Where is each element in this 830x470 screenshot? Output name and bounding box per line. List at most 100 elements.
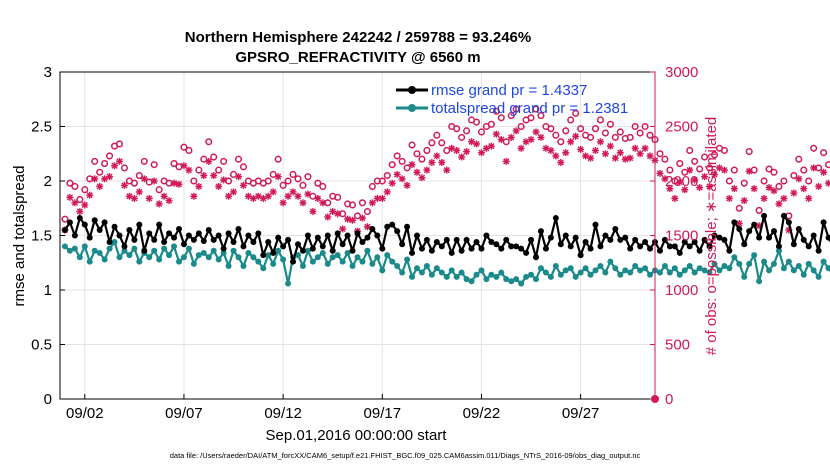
possible-obs-point [438,139,446,147]
possible-obs-point [577,125,585,133]
assimilated-obs-point [81,201,89,209]
series-point [404,256,411,263]
series-point [91,217,98,224]
possible-obs-point [71,182,79,190]
assimilated-obs-point [279,199,287,207]
assimilated-obs-point [517,144,525,152]
assimilated-obs-point [616,149,624,157]
series-point [190,236,197,243]
assimilated-obs-point [492,130,500,138]
series-point [136,258,143,265]
series-point [686,243,693,250]
assimilated-obs-point [269,188,277,196]
assimilated-obs-point [681,186,689,194]
assimilated-obs-point [740,197,748,205]
series-point [468,245,475,252]
series-point [463,236,470,243]
series-point [334,230,341,237]
assimilated-obs-point [512,127,520,135]
possible-obs-point [388,161,396,169]
series-point [771,260,777,267]
assimilated-obs-point [91,175,99,183]
series-point [210,236,217,243]
series-point [151,247,158,254]
series-point [354,230,361,237]
series-point [71,232,78,239]
assimilated-obs-point [641,144,649,152]
series-point [61,243,68,250]
series-point [245,249,252,256]
series-point [790,267,797,274]
possible-obs-point [626,133,634,141]
possible-obs-point [225,177,233,185]
assimilated-obs-point [750,185,758,193]
series-point [399,241,406,248]
y-tick-label: 0.5 [31,337,52,354]
series-point [493,273,500,280]
possible-obs-point [135,172,143,180]
series-point [354,254,361,261]
series-point [493,241,500,248]
series-point [240,243,247,250]
assimilated-obs-point [745,167,753,175]
assimilated-obs-point [453,146,461,154]
series-point [780,265,787,272]
series-point [731,219,738,226]
assimilated-obs-point [403,181,411,189]
series-point [86,234,93,241]
series-point [409,273,416,280]
series-point [280,256,287,263]
assimilated-obs-point [66,193,74,201]
series-point [473,239,480,246]
assimilated-obs-point [428,158,436,166]
possible-obs-point [398,157,406,165]
assimilated-obs-point [557,158,565,166]
assimilated-obs-point [696,184,704,192]
possible-obs-point [458,133,466,141]
series-point [676,271,683,278]
assimilated-obs-point [165,197,173,205]
possible-obs-point [383,172,391,180]
possible-obs-point [319,182,327,190]
series-point [146,254,153,261]
series-point [795,263,802,270]
series-point [161,239,168,246]
assimilated-obs-point [810,164,818,172]
series-point [96,249,103,256]
possible-obs-point [507,112,515,120]
series-point [161,245,168,252]
assimilated-obs-point [363,223,371,231]
assimilated-obs-point [120,181,128,189]
series-point [785,258,792,265]
series-point [557,241,564,248]
series-point [547,273,554,280]
possible-obs-point [591,125,600,133]
series-point [76,254,83,261]
assimilated-obs-point [760,194,768,202]
series-point [592,267,599,274]
series-point [547,234,554,241]
series-point [572,234,579,241]
possible-obs-point [175,163,183,171]
assimilated-obs-point [473,140,480,148]
assimilated-obs-point [507,133,515,141]
assimilated-obs-point [438,158,446,166]
possible-obs-point [428,139,436,147]
series-point [706,269,713,276]
series-point [478,267,485,274]
possible-obs-point [284,177,292,185]
series-point [215,232,222,239]
series-point [156,256,163,263]
series-point [428,271,435,278]
possible-obs-point [780,177,788,185]
series-point [126,252,133,259]
series-point [602,232,609,239]
series-point [622,234,629,241]
series-point [815,273,822,280]
assimilated-obs-point [626,154,634,162]
series-point [210,247,217,254]
assimilated-obs-point [140,175,148,183]
possible-obs-point [497,114,505,122]
series-point [180,241,187,248]
possible-obs-point [611,133,619,141]
